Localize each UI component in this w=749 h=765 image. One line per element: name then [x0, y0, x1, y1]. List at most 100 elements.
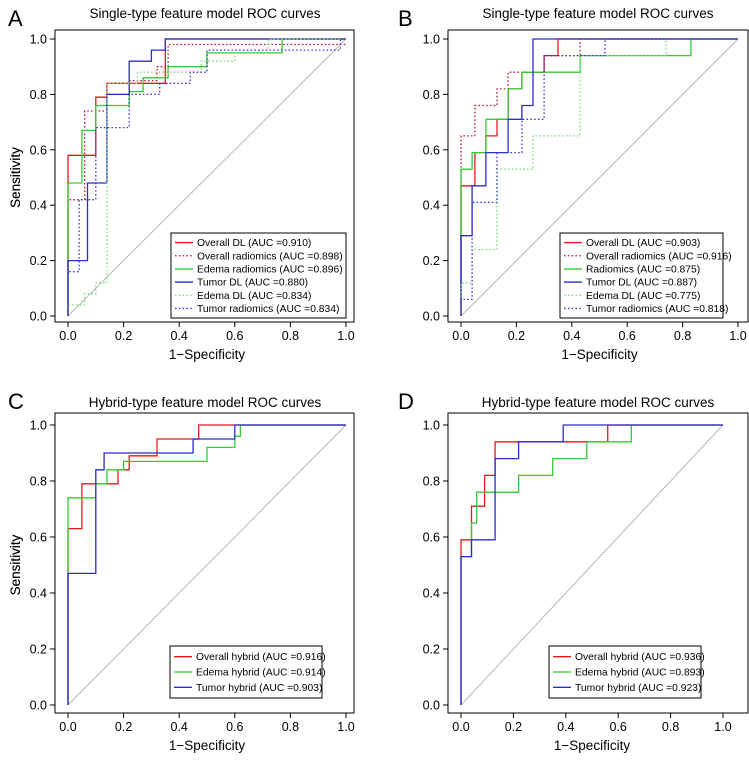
legend: Overall DL (AUC =0.903) Overall radiomics…: [559, 232, 732, 319]
x-tick-label: 0.6: [226, 329, 243, 343]
panel-label: D: [398, 389, 414, 414]
legend-box: [548, 645, 702, 699]
plot-frame: [54, 412, 355, 714]
panel-b: B Single-type feature model ROC curves 0.0…: [8, 6, 749, 362]
x-axis-label: 1−Specificity: [561, 347, 637, 362]
y-tick-label: 0.2: [30, 254, 47, 268]
legend-entry: Overall radiomics (AUC =0.898): [197, 251, 343, 262]
x-tick-label: 0.8: [674, 329, 691, 343]
x-tick-label: 0.4: [171, 720, 188, 734]
x-tick-label: 0.8: [282, 720, 299, 734]
panel-d: D Hybrid-type feature model ROC curves 0.0…: [8, 389, 749, 753]
legend-entry: Tumor DL (AUC =0.880): [197, 278, 308, 289]
x-axis-label: 1−Specificity: [169, 347, 245, 362]
y-tick-label: 0.0: [423, 699, 440, 713]
y-tick-label: 0.2: [423, 254, 440, 268]
y-axis-label: Sensitivity: [8, 534, 23, 595]
reference-diagonal: [67, 424, 347, 706]
y-tick-label: 0.8: [423, 88, 440, 102]
y-tick-label: 0.6: [423, 143, 440, 157]
y-tick-label: 0.4: [423, 199, 440, 213]
legend-entry: Tumor hybrid (AUC =0.903): [196, 683, 322, 694]
x-tick-label: 0.2: [115, 329, 132, 343]
roc-curve-3: [460, 424, 723, 705]
legend-entry: Tumor radiomics (AUC =0.818): [586, 304, 728, 315]
x-tick-label: 0.0: [452, 720, 469, 734]
y-tick-label: 0.8: [30, 475, 47, 489]
y-tick-label: 0.4: [30, 587, 47, 601]
x-tick-label: 0.8: [662, 720, 679, 734]
x-tick-label: 0.0: [59, 720, 76, 734]
x-tick-label: 0.2: [508, 329, 525, 343]
roc-curve-3: [67, 424, 346, 705]
roc-curve-6: [460, 38, 738, 316]
panel-label: C: [8, 389, 24, 414]
chart-title: Hybrid-type feature model ROC curves: [482, 395, 715, 410]
reference-diagonal: [460, 424, 724, 706]
y-tick-label: 0.8: [423, 475, 440, 489]
legend-entry: Tumor DL (AUC =0.887): [586, 278, 697, 289]
chart-title: Single-type feature model ROC curves: [89, 6, 320, 21]
x-tick-label: 0.6: [610, 720, 627, 734]
panel-a: A Single-type feature model ROC curves 0.0…: [8, 6, 355, 362]
x-tick-label: 0.2: [115, 720, 132, 734]
x-tick-label: 0.0: [59, 329, 76, 343]
legend-entry: Overall DL (AUC =0.910): [197, 238, 311, 249]
y-axis-label: Sensitivity: [8, 147, 23, 208]
panel-c: C Hybrid-type feature model ROC curves 0.0…: [8, 389, 355, 753]
legend-entry: Edema hybrid (AUC =0.914): [196, 668, 326, 679]
roc-curve-1: [460, 424, 723, 705]
legend: Overall hybrid (AUC =0.916) Edema hybrid …: [169, 645, 326, 699]
chart-title: Hybrid-type feature model ROC curves: [89, 395, 322, 410]
y-tick-label: 0.2: [30, 643, 47, 657]
legend-entry: Overall hybrid (AUC =0.936): [575, 652, 705, 663]
x-axis-label: 1−Specificity: [169, 738, 245, 753]
x-tick-label: 1.0: [729, 329, 746, 343]
chart-title: Single-type feature model ROC curves: [482, 6, 713, 21]
legend-entry: Tumor radiomics (AUC =0.834): [197, 304, 339, 315]
y-tick-label: 0.0: [423, 310, 440, 324]
legend-entry: Overall hybrid (AUC =0.916): [196, 652, 326, 663]
legend-box: [559, 232, 724, 319]
legend-entry: Edema DL (AUC =0.834): [197, 291, 311, 302]
legend-box: [170, 232, 347, 319]
legend-entry: Edema hybrid (AUC =0.893): [575, 668, 705, 679]
x-tick-label: 0.4: [557, 720, 574, 734]
roc-curve-3: [67, 38, 346, 316]
x-tick-label: 0.6: [619, 329, 636, 343]
legend: Overall hybrid (AUC =0.936) Edema hybrid …: [548, 645, 705, 699]
x-tick-label: 0.4: [171, 329, 188, 343]
panel-label: B: [398, 6, 413, 31]
y-tick-label: 0.2: [423, 643, 440, 657]
legend-entry: Tumor hybrid (AUC =0.923): [575, 683, 701, 694]
x-tick-label: 0.4: [563, 329, 580, 343]
legend-entry: Edema radiomics (AUC =0.896): [197, 264, 343, 275]
x-tick-label: 0.6: [226, 720, 243, 734]
y-tick-label: 0.0: [30, 310, 47, 324]
y-tick-label: 1.0: [30, 33, 47, 47]
legend: Overall DL (AUC =0.910) Overall radiomics…: [170, 232, 347, 319]
y-tick-label: 0.6: [423, 531, 440, 545]
plot-frame: [54, 29, 355, 323]
x-tick-label: 0.0: [452, 329, 469, 343]
y-tick-label: 0.0: [30, 699, 47, 713]
panel-label: A: [8, 6, 23, 31]
legend-entry: Overall DL (AUC =0.903): [586, 238, 700, 249]
roc-curve-6: [67, 38, 346, 316]
roc-curve-5: [67, 38, 346, 316]
y-tick-label: 0.4: [423, 587, 440, 601]
legend-box: [169, 645, 323, 699]
legend-entry: Overall radiomics (AUC =0.916): [586, 251, 732, 262]
y-tick-label: 0.8: [30, 88, 47, 102]
y-axis-label: Sensitivity: [8, 534, 23, 595]
x-tick-label: 1.0: [714, 720, 731, 734]
reference-diagonal: [67, 38, 347, 317]
plot-frame: [447, 29, 749, 323]
y-tick-label: 0.6: [30, 531, 47, 545]
legend-entry: Radiomics (AUC =0.875): [586, 264, 700, 275]
reference-diagonal: [460, 38, 739, 317]
x-axis-label: 1−Specificity: [554, 738, 630, 753]
y-tick-label: 0.6: [30, 143, 47, 157]
y-axis-label: Sensitivity: [8, 147, 23, 208]
